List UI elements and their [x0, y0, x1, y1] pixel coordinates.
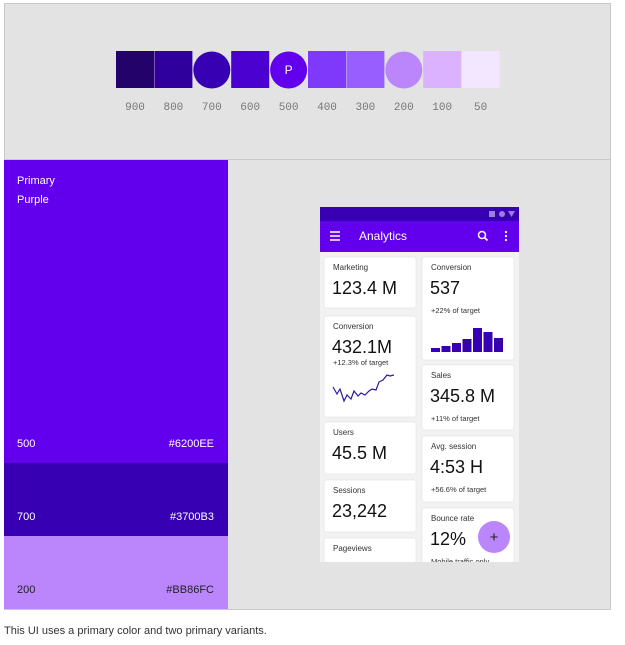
- card: [323, 479, 417, 533]
- sparkline: [332, 374, 395, 403]
- swatch: [461, 51, 500, 88]
- mini-bar: [452, 343, 461, 352]
- card-value: 432.1M: [332, 337, 392, 357]
- card: [323, 537, 417, 562]
- card-label: Conversion: [431, 263, 471, 272]
- mini-bar: [483, 332, 493, 352]
- swatch-label: 600: [240, 102, 260, 114]
- swatch-label: 900: [125, 102, 145, 114]
- status-bar: [320, 207, 519, 221]
- card-value: 537: [430, 278, 460, 298]
- card-note: +56.6% of target: [431, 485, 487, 494]
- variant-tone: 200: [17, 584, 35, 596]
- card-value: 345.8 M: [430, 386, 495, 406]
- card-label: Sales: [431, 371, 451, 380]
- card-label: Conversion: [333, 322, 373, 331]
- mini-bar: [462, 339, 472, 352]
- variant-hex: #6200EE: [169, 438, 214, 450]
- variant-hex: #BB86FC: [166, 584, 214, 596]
- card-label: Pageviews: [333, 544, 372, 553]
- swatch-label: 700: [202, 102, 222, 114]
- card-note: Mobile traffic only: [431, 557, 489, 566]
- card-value: 123.4 M: [332, 278, 397, 298]
- variant-tone: 500: [17, 438, 35, 450]
- phone: Analytics Marketing 123.4 M Conversion 432.…: [320, 207, 519, 566]
- swatch: [154, 51, 193, 88]
- card-label: Users: [333, 428, 354, 437]
- card: [323, 421, 417, 475]
- card-label: Bounce rate: [431, 514, 475, 523]
- card-label: Sessions: [333, 486, 365, 495]
- card-value: 23,242: [332, 501, 387, 521]
- search-icon[interactable]: [477, 230, 487, 240]
- swatch-label: 50: [474, 102, 487, 114]
- variant-band: [4, 463, 228, 536]
- mini-bar: [473, 328, 482, 352]
- card-note: +11% of target: [431, 414, 480, 423]
- swatch-mark: P: [285, 63, 293, 77]
- variant-tone: 700: [17, 511, 35, 523]
- variant-band: [4, 536, 228, 609]
- swatch: [308, 51, 346, 88]
- card: [421, 364, 515, 431]
- search-icon[interactable]: [483, 236, 489, 242]
- card: [323, 256, 417, 309]
- swatch: [423, 51, 462, 88]
- swatch: [116, 51, 154, 88]
- mini-bar: [431, 348, 440, 352]
- variant-band: [4, 160, 228, 463]
- card-value: 4:53 H: [430, 457, 483, 477]
- card: [421, 435, 515, 503]
- card-label: Avg. session: [431, 442, 476, 451]
- app-title: Analytics: [359, 229, 407, 243]
- mini-bar: [494, 338, 503, 352]
- status-icon: [499, 211, 505, 217]
- fab-icon: +: [490, 529, 499, 546]
- swatch: [270, 51, 308, 89]
- swatch-label: 500: [279, 102, 299, 114]
- fab[interactable]: [478, 521, 510, 553]
- card-value: 45.5 M: [332, 443, 387, 463]
- swatch-label: 400: [317, 102, 337, 114]
- card-label: Marketing: [333, 263, 368, 272]
- status-icon: [489, 211, 495, 217]
- variant-hex: #3700B3: [170, 511, 214, 523]
- mini-bar: [441, 346, 451, 352]
- swatch: [193, 51, 231, 89]
- swatch-label: 800: [163, 102, 183, 114]
- swatch: [385, 51, 423, 89]
- swatch-label: 200: [394, 102, 414, 114]
- swatch-label: 100: [432, 102, 452, 114]
- swatch: [231, 51, 270, 88]
- panel-title: Purple: [17, 194, 49, 206]
- card-note: +22% of target: [431, 306, 481, 315]
- caption: This UI uses a primary color and two pri…: [4, 625, 267, 637]
- card: [323, 315, 417, 418]
- panel-title: Primary: [17, 175, 55, 187]
- status-icon: [508, 211, 515, 217]
- card-note: +12.3% of target: [333, 358, 389, 367]
- swatch-label: 300: [355, 102, 375, 114]
- card-value: 12%: [430, 529, 466, 549]
- menu-icon[interactable]: [330, 231, 340, 241]
- swatch: [346, 51, 385, 88]
- app-bar: [320, 221, 519, 252]
